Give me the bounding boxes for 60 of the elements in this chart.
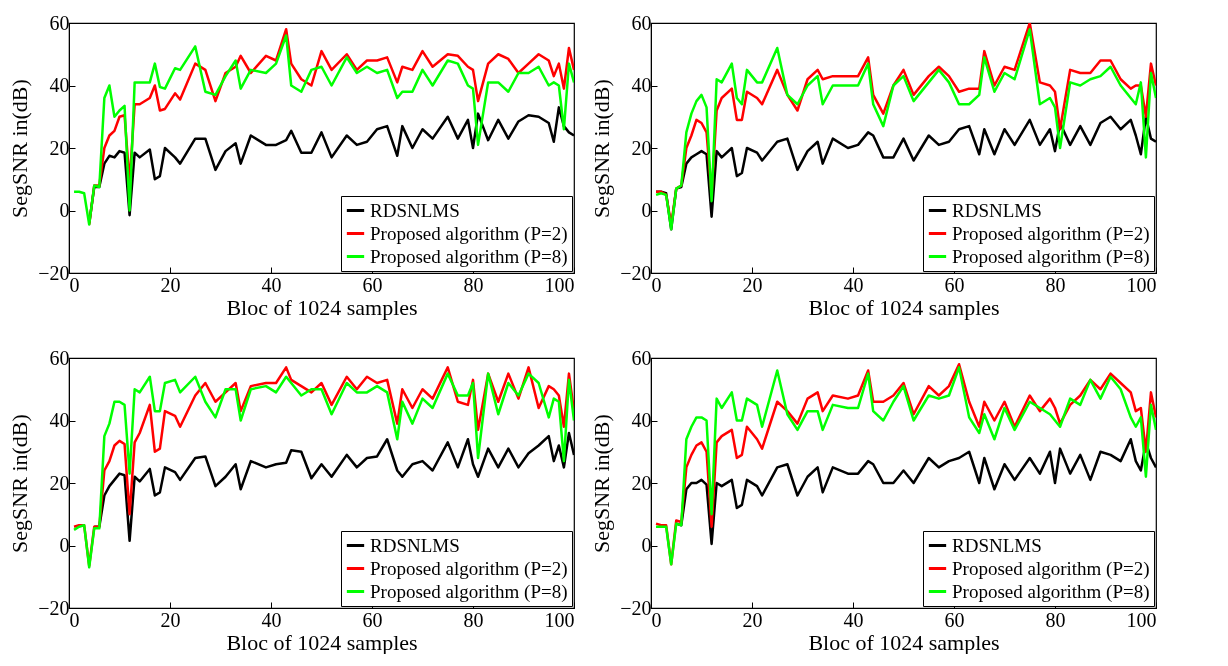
legend-label: Proposed algorithm (P=2) xyxy=(952,222,1150,245)
legend-label: Proposed algorithm (P=8) xyxy=(952,245,1150,268)
x-tick-label: 60 xyxy=(944,273,965,296)
legend-label: RDSNLMS xyxy=(952,534,1042,556)
y-tick-label: 60 xyxy=(631,346,652,369)
y-tick-label: 0 xyxy=(641,534,652,556)
x-tick-label: 40 xyxy=(843,273,864,296)
legend-label: Proposed algorithm (P=2) xyxy=(952,557,1150,580)
x-tick-label: 20 xyxy=(742,273,763,296)
x-axis-title: Bloc of 1024 samples xyxy=(808,294,1000,320)
x-tick-label: 100 xyxy=(544,608,575,631)
x-tick-label: 100 xyxy=(544,273,575,296)
legend-label: Proposed algorithm (P=8) xyxy=(952,580,1150,603)
x-tick-label: 60 xyxy=(362,273,383,296)
x-tick-label: 100 xyxy=(1126,608,1157,631)
y-tick-label: 60 xyxy=(49,346,70,369)
legend-label: Proposed algorithm (P=2) xyxy=(370,222,568,245)
x-tick-label: 40 xyxy=(261,608,282,631)
y-tick-label: 20 xyxy=(631,471,652,494)
x-tick-label: 100 xyxy=(1126,273,1157,296)
y-tick-label: 20 xyxy=(49,136,70,159)
x-tick-label: 20 xyxy=(742,608,763,631)
y-tick-label: −20 xyxy=(38,261,70,284)
y-axis-title: SegSNR in(dB) xyxy=(7,414,33,553)
legend-label: Proposed algorithm (P=8) xyxy=(370,580,568,603)
y-tick-label: 0 xyxy=(59,534,70,556)
x-axis-title: Bloc of 1024 samples xyxy=(808,629,1000,655)
y-tick-label: 40 xyxy=(49,409,70,431)
x-tick-label: 20 xyxy=(160,608,181,631)
y-axis-title: SegSNR in(dB) xyxy=(7,79,33,218)
x-tick-label: 80 xyxy=(463,608,484,631)
y-tick-label: 60 xyxy=(49,11,70,34)
x-tick-label: 20 xyxy=(160,273,181,296)
y-tick-label: 40 xyxy=(631,409,652,431)
x-tick-label: 60 xyxy=(362,608,383,631)
x-tick-label: 80 xyxy=(1045,273,1066,296)
y-tick-label: 0 xyxy=(641,199,652,221)
legend-label: Proposed algorithm (P=8) xyxy=(370,245,568,268)
y-tick-label: 20 xyxy=(49,471,70,494)
x-tick-label: 80 xyxy=(1045,608,1066,631)
x-tick-label: 40 xyxy=(843,608,864,631)
y-axis-title: SegSNR in(dB) xyxy=(589,414,615,553)
y-tick-label: 0 xyxy=(59,199,70,221)
y-tick-label: 40 xyxy=(631,74,652,96)
y-tick-label: −20 xyxy=(620,261,652,284)
y-tick-label: 40 xyxy=(49,74,70,96)
legend-label: RDSNLMS xyxy=(952,199,1042,221)
y-axis-title: SegSNR in(dB) xyxy=(589,79,615,218)
y-tick-label: −20 xyxy=(38,596,70,619)
legend-label: RDSNLMS xyxy=(370,534,460,556)
y-tick-label: 60 xyxy=(631,11,652,34)
x-axis-title: Bloc of 1024 samples xyxy=(226,294,418,320)
x-axis-title: Bloc of 1024 samples xyxy=(226,629,418,655)
x-tick-label: 60 xyxy=(944,608,965,631)
legend-label: Proposed algorithm (P=2) xyxy=(370,557,568,580)
x-tick-label: 40 xyxy=(261,273,282,296)
legend-label: RDSNLMS xyxy=(370,199,460,221)
x-tick-label: 80 xyxy=(463,273,484,296)
y-tick-label: 20 xyxy=(631,136,652,159)
y-tick-label: −20 xyxy=(620,596,652,619)
